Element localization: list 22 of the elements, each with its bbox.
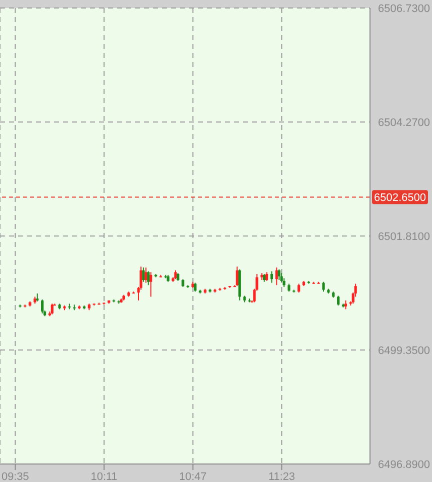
candlestick (337, 295, 340, 306)
x-tick-label: 09:35 (2, 470, 30, 482)
x-tick-label: 10:11 (90, 470, 118, 482)
y-tick-label: 6506.7300 (378, 2, 430, 15)
candlestick (142, 267, 145, 282)
x-tick-label: 10:47 (179, 470, 207, 482)
candlestick (275, 267, 278, 286)
candlestick (322, 281, 325, 292)
y-tick-label: 6499.3500 (378, 344, 430, 357)
candlestick (147, 270, 150, 286)
x-tick-label: 11:23 (268, 470, 296, 482)
candlestick (144, 267, 148, 284)
candlestick (50, 303, 54, 315)
y-tick-label: 6496.8900 (378, 458, 430, 471)
candlestick (270, 270, 274, 284)
candlestick (150, 272, 152, 298)
y-tick-label: 6501.8100 (378, 230, 430, 243)
y-tick-label: 6504.2700 (378, 116, 430, 129)
ref-line-label: 6502.6500 (374, 192, 426, 204)
candlestick (278, 268, 280, 281)
candlestick (41, 298, 44, 314)
candlestick (236, 266, 238, 287)
